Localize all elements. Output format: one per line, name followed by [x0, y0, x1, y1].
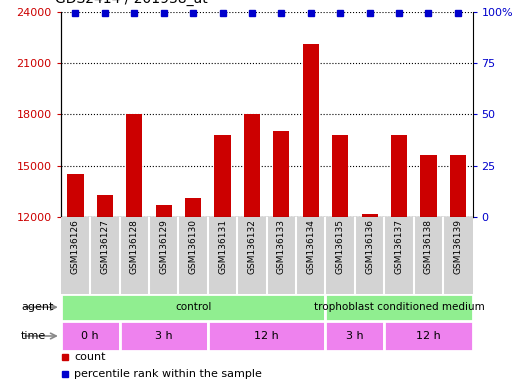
Text: GSM136139: GSM136139: [454, 219, 463, 274]
Text: 3 h: 3 h: [155, 331, 173, 341]
Text: GSM136128: GSM136128: [130, 219, 139, 274]
Text: GSM136138: GSM136138: [424, 219, 433, 274]
Bar: [384, 321, 473, 351]
Text: GSM136134: GSM136134: [306, 219, 315, 274]
Bar: [325, 321, 384, 351]
Text: agent: agent: [21, 302, 53, 312]
Text: control: control: [175, 302, 211, 312]
Text: GSM136137: GSM136137: [394, 219, 403, 274]
Bar: [185, 198, 201, 217]
Bar: [61, 294, 325, 321]
Text: GSM136136: GSM136136: [365, 219, 374, 274]
Text: time: time: [21, 331, 46, 341]
Bar: [332, 135, 348, 217]
Bar: [303, 44, 319, 217]
Text: GSM136132: GSM136132: [248, 219, 257, 274]
Text: GSM136130: GSM136130: [188, 219, 197, 274]
Bar: [119, 321, 208, 351]
Bar: [450, 156, 466, 217]
Text: GSM136131: GSM136131: [218, 219, 227, 274]
Text: GSM136127: GSM136127: [100, 219, 109, 274]
Bar: [97, 195, 113, 217]
Text: count: count: [74, 352, 106, 362]
Text: 3 h: 3 h: [346, 331, 364, 341]
Text: GSM136126: GSM136126: [71, 219, 80, 274]
Text: 12 h: 12 h: [416, 331, 441, 341]
Bar: [208, 321, 325, 351]
Text: 12 h: 12 h: [254, 331, 279, 341]
Bar: [156, 205, 172, 217]
Bar: [126, 114, 143, 217]
Bar: [391, 135, 407, 217]
Text: GSM136135: GSM136135: [336, 219, 345, 274]
Bar: [274, 131, 289, 217]
Text: GSM136133: GSM136133: [277, 219, 286, 274]
Bar: [244, 114, 260, 217]
Bar: [68, 174, 83, 217]
Bar: [61, 321, 119, 351]
Bar: [362, 214, 378, 217]
Text: GSM136129: GSM136129: [159, 219, 168, 274]
Bar: [325, 294, 473, 321]
Text: percentile rank within the sample: percentile rank within the sample: [74, 369, 262, 379]
Bar: [214, 135, 231, 217]
Text: trophoblast conditioned medium: trophoblast conditioned medium: [314, 302, 484, 312]
Text: GDS2414 / 201938_at: GDS2414 / 201938_at: [55, 0, 208, 6]
Text: 0 h: 0 h: [81, 331, 99, 341]
Bar: [420, 156, 437, 217]
